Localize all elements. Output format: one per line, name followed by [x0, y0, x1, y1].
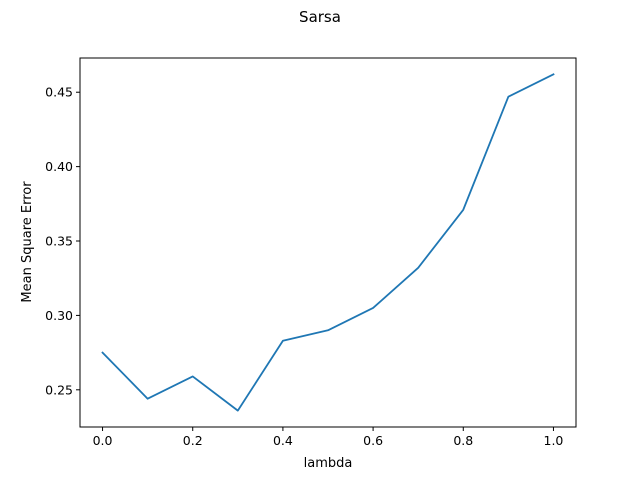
series-line	[101, 73, 555, 412]
y-tick-label: 0.35	[45, 234, 73, 249]
x-axis-ticks: 0.0 0.2 0.4 0.6 0.8 1.0	[93, 427, 564, 448]
x-tick-label: 0.8	[453, 433, 473, 448]
x-tick-label: 0.6	[363, 433, 383, 448]
y-tick-label: 0.25	[45, 382, 73, 397]
x-tick-label: 0.2	[183, 433, 203, 448]
x-tick-label: 1.0	[544, 433, 564, 448]
x-tick-label: 0.0	[93, 433, 113, 448]
y-axis-ticks: 0.25 0.30 0.35 0.40 0.45	[45, 85, 80, 397]
axes-frame	[79, 57, 577, 428]
axes-layer: 0.0 0.2 0.4 0.6 0.8 1.0 0.25 0.30 0.35 0.40 0.45	[45, 57, 577, 448]
x-axis-label: lambda	[304, 456, 353, 471]
y-tick-label: 0.40	[45, 159, 73, 174]
x-tick-label: 0.4	[273, 433, 293, 448]
plot-layer	[101, 73, 555, 412]
y-tick-label: 0.45	[45, 85, 73, 100]
y-axis-label: Mean Square Error	[20, 181, 35, 303]
y-tick-label: 0.30	[45, 308, 73, 323]
chart-title: Sarsa	[299, 8, 341, 26]
